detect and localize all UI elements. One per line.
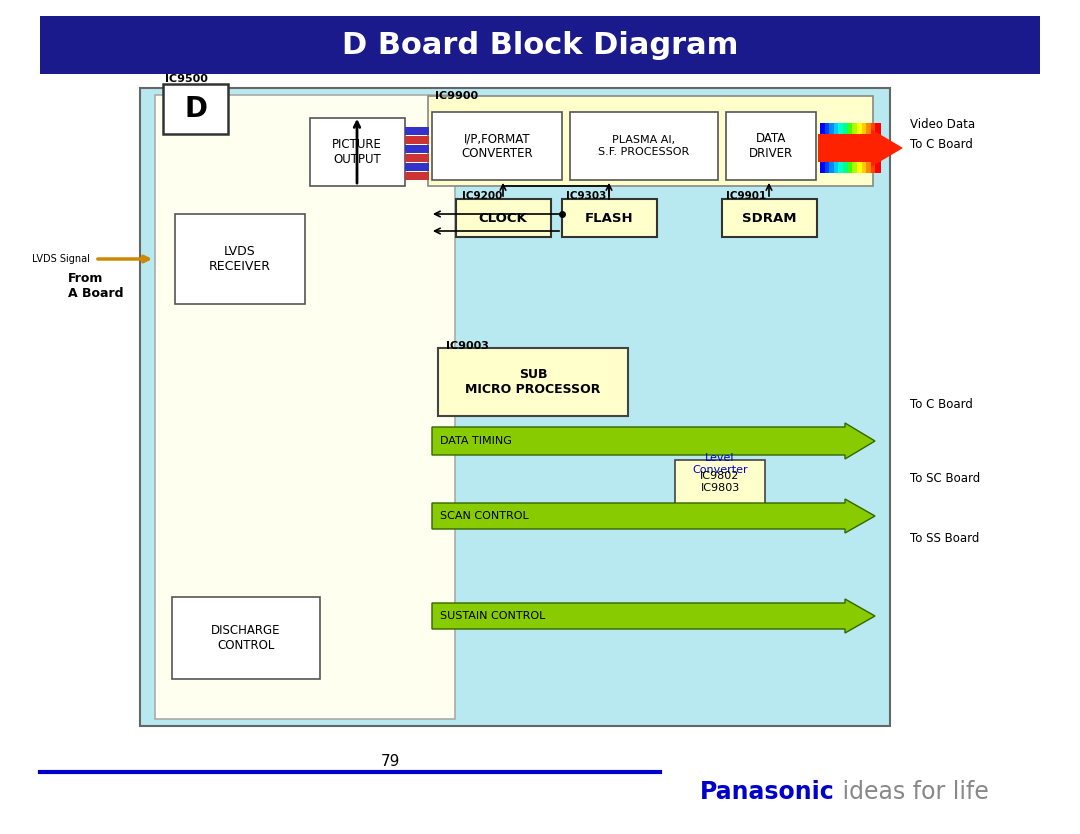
Text: IC9200: IC9200 [462,191,502,201]
Text: LVDS Signal: LVDS Signal [32,254,90,264]
FancyBboxPatch shape [870,123,876,173]
Text: IC9003: IC9003 [446,341,489,351]
Text: 79: 79 [380,755,400,770]
FancyArrow shape [818,129,903,167]
FancyBboxPatch shape [829,123,835,173]
FancyBboxPatch shape [175,214,305,304]
FancyBboxPatch shape [838,123,845,173]
Text: D: D [185,95,207,123]
FancyArrow shape [432,599,875,633]
Text: I/P,FORMAT
CONVERTER: I/P,FORMAT CONVERTER [461,132,532,160]
FancyBboxPatch shape [432,112,562,180]
FancyArrow shape [432,423,875,459]
Text: IC9500: IC9500 [165,74,207,84]
Text: ideas for life: ideas for life [835,780,989,804]
FancyBboxPatch shape [856,123,863,173]
FancyBboxPatch shape [562,199,657,237]
FancyBboxPatch shape [726,112,816,180]
FancyBboxPatch shape [310,118,405,186]
FancyBboxPatch shape [405,154,429,162]
Text: Level
Converter: Level Converter [692,453,747,475]
FancyBboxPatch shape [723,199,816,237]
FancyBboxPatch shape [570,112,718,180]
FancyBboxPatch shape [405,172,429,180]
Text: Panasonic: Panasonic [700,780,835,804]
Text: To SC Board: To SC Board [910,471,981,485]
FancyBboxPatch shape [405,127,429,135]
Text: CLOCK: CLOCK [478,212,527,224]
Text: SUB
MICRO PROCESSOR: SUB MICRO PROCESSOR [465,368,600,396]
Text: SDRAM: SDRAM [742,212,796,224]
Text: SUSTAIN CONTROL: SUSTAIN CONTROL [440,611,545,621]
Text: To C Board: To C Board [910,138,973,150]
FancyBboxPatch shape [40,16,1040,74]
FancyBboxPatch shape [156,95,455,719]
Text: DATA TIMING: DATA TIMING [440,436,512,446]
FancyBboxPatch shape [876,123,881,173]
Text: DISCHARGE
CONTROL: DISCHARGE CONTROL [212,624,281,652]
FancyBboxPatch shape [405,136,429,144]
FancyArrow shape [432,499,875,533]
Text: IC9901: IC9901 [726,191,766,201]
Text: LVDS
RECEIVER: LVDS RECEIVER [210,245,271,273]
FancyBboxPatch shape [825,123,831,173]
Text: PICTURE
OUTPUT: PICTURE OUTPUT [332,138,382,166]
FancyBboxPatch shape [172,597,320,679]
Text: To SS Board: To SS Board [910,532,980,545]
FancyBboxPatch shape [820,123,825,173]
FancyBboxPatch shape [438,348,627,416]
FancyBboxPatch shape [428,96,873,186]
FancyBboxPatch shape [405,145,429,153]
FancyBboxPatch shape [848,123,853,173]
FancyBboxPatch shape [852,123,858,173]
Text: To C Board: To C Board [910,398,973,410]
FancyBboxPatch shape [866,123,872,173]
Text: IC9802
IC9803: IC9802 IC9803 [700,471,740,493]
Text: FLASH: FLASH [584,212,633,224]
Text: SCAN CONTROL: SCAN CONTROL [440,511,529,521]
FancyBboxPatch shape [140,88,890,726]
Text: From
A Board: From A Board [68,272,123,300]
FancyBboxPatch shape [405,163,429,171]
FancyBboxPatch shape [843,123,849,173]
Text: PLASMA AI,
S.F. PROCESSOR: PLASMA AI, S.F. PROCESSOR [598,135,690,157]
FancyBboxPatch shape [675,460,765,504]
FancyBboxPatch shape [456,199,551,237]
Text: Video Data: Video Data [910,118,975,130]
FancyBboxPatch shape [163,84,228,134]
Text: IC9303: IC9303 [566,191,606,201]
Text: D Board Block Diagram: D Board Block Diagram [341,31,739,59]
Text: IC9900: IC9900 [435,91,478,101]
FancyBboxPatch shape [862,123,867,173]
FancyBboxPatch shape [834,123,839,173]
Text: DATA
DRIVER: DATA DRIVER [748,132,793,160]
